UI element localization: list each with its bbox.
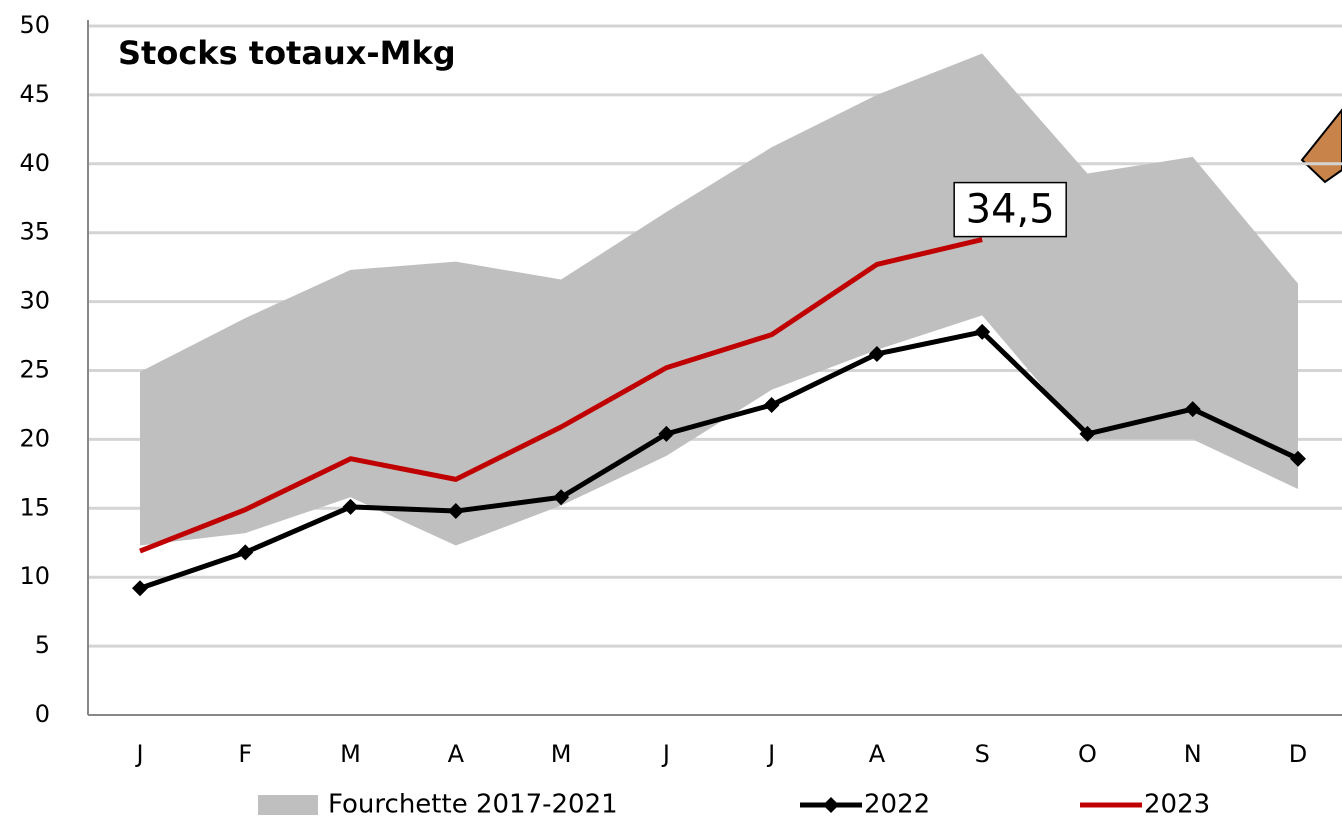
- legend-label: 2022: [864, 790, 930, 820]
- y-tick-label: 35: [19, 218, 50, 246]
- x-tick-label: J: [134, 740, 143, 768]
- marker: [132, 580, 148, 597]
- x-tick-label: A: [448, 740, 465, 768]
- x-tick-label: F: [238, 740, 252, 768]
- range-area: [140, 53, 1298, 546]
- marker: [1290, 450, 1306, 467]
- legend-swatch: [258, 795, 318, 815]
- legend-label: Fourchette 2017-2021: [328, 790, 618, 820]
- y-tick-label: 10: [19, 562, 50, 590]
- y-tick-label: 5: [35, 631, 50, 659]
- y-tick-label: 0: [35, 700, 50, 728]
- marker: [763, 396, 780, 413]
- x-tick-label: M: [551, 740, 572, 768]
- legend-marker: [823, 797, 839, 813]
- x-tick-label: D: [1289, 740, 1307, 768]
- x-tick-label: N: [1184, 740, 1202, 768]
- y-tick-label: 45: [19, 80, 50, 108]
- chart-title: Stocks totaux-Mkg: [118, 34, 456, 72]
- series-line: [139, 237, 983, 554]
- y-tick-label: 50: [19, 11, 50, 39]
- data-label-box: [953, 181, 1067, 238]
- x-tick-label: S: [975, 740, 990, 768]
- marker: [658, 425, 675, 442]
- y-tick-label: 15: [19, 493, 50, 521]
- marker: [237, 544, 254, 561]
- marker: [868, 345, 885, 362]
- data-label: 34,5: [966, 187, 1055, 233]
- legend-label: 2023: [1144, 790, 1210, 820]
- y-tick-label: 30: [19, 287, 50, 315]
- y-tick-label: 20: [19, 424, 50, 452]
- series-line: [139, 329, 1300, 591]
- decoration: [1300, 108, 1342, 184]
- y-tick-label: 25: [19, 356, 50, 384]
- x-tick-label: J: [766, 740, 775, 768]
- x-tick-label: O: [1078, 740, 1097, 768]
- x-tick-label: A: [869, 740, 886, 768]
- x-tick-label: J: [661, 740, 670, 768]
- marker: [974, 323, 991, 340]
- marker: [342, 498, 359, 515]
- marker: [447, 503, 464, 520]
- y-tick-label: 40: [19, 149, 50, 177]
- marker: [1184, 401, 1201, 418]
- marker: [553, 489, 570, 506]
- x-tick-label: M: [340, 740, 361, 768]
- marker: [1079, 425, 1096, 442]
